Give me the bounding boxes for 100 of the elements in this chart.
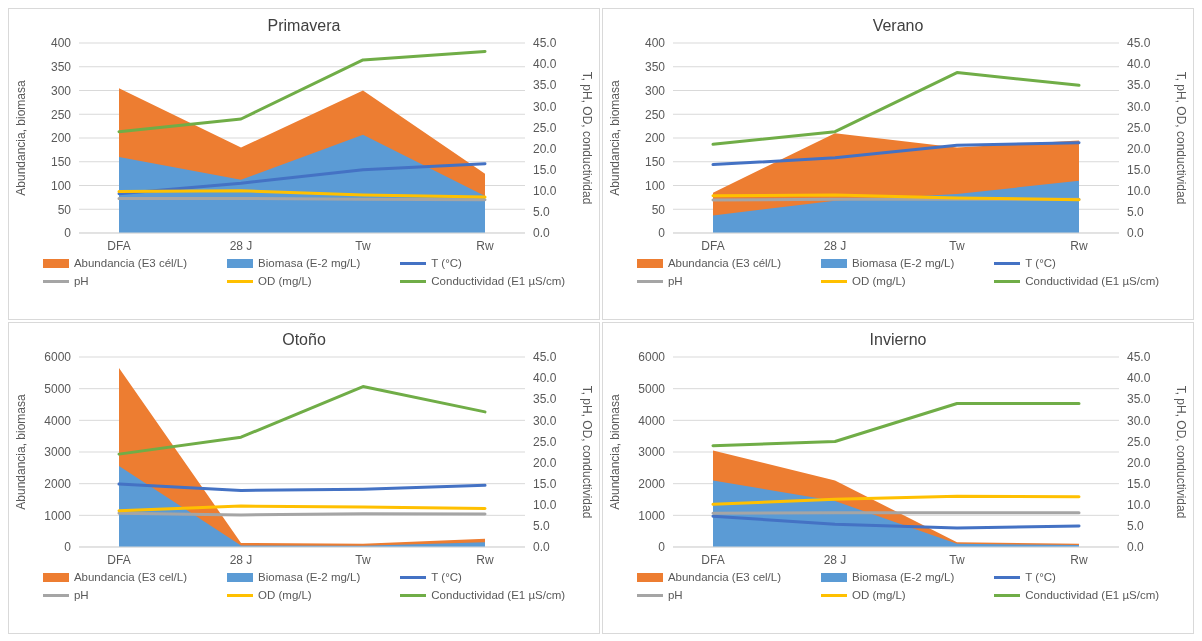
y-axis-title: Abundancia, biomasa [14, 393, 29, 510]
line-series [711, 71, 1081, 146]
y2-tick-label: 25.0 [533, 120, 557, 135]
x-tick-label: DFA [701, 238, 725, 253]
y-tick-label: 6000 [638, 350, 666, 365]
y2-tick-label: 5.0 [533, 205, 551, 220]
y-tick-label: 50 [57, 202, 72, 217]
y-tick-label: 250 [50, 107, 72, 122]
x-tick-label: Tw [355, 238, 371, 253]
legend-label: pH [73, 589, 89, 601]
legend-label: Biomasa (E-2 mg/L) [258, 257, 361, 269]
line-series [117, 385, 487, 456]
y-tick-label: 300 [50, 83, 72, 98]
y2-tick-label: 40.0 [533, 57, 557, 72]
legend-label: Abundancia (E3 cel/L) [667, 571, 782, 583]
legend-label: Biomasa (E-2 mg/L) [258, 571, 361, 583]
y2-tick-label: 40.0 [1127, 371, 1151, 386]
y2-tick-label: 25.0 [1127, 120, 1151, 135]
legend-label: OD (mg/L) [852, 275, 906, 287]
y2-axis-title: T, pH, OD, conductividad [1173, 71, 1188, 205]
x-tick-label: DFA [701, 552, 725, 567]
x-tick-label: 28 J [229, 238, 253, 253]
y-tick-label: 250 [644, 107, 666, 122]
y-tick-label: 100 [644, 178, 666, 193]
y2-tick-label: 0.0 [1127, 540, 1145, 555]
y2-axis-title: T, pH, OD, conductividad [1173, 385, 1188, 519]
y-tick-label: 350 [644, 60, 666, 75]
chart-title: Verano [871, 16, 925, 35]
y2-tick-label: 0.0 [1127, 226, 1145, 241]
y2-tick-label: 45.0 [1127, 350, 1151, 365]
y2-tick-label: 30.0 [1127, 413, 1151, 428]
y2-tick-label: 35.0 [1127, 392, 1151, 407]
y2-tick-label: 20.0 [533, 141, 557, 156]
legend-label: pH [73, 275, 89, 287]
y-tick-label: 6000 [44, 350, 72, 365]
y2-tick-label: 25.0 [533, 434, 557, 449]
y-tick-label: 400 [50, 36, 72, 51]
line-series [117, 482, 487, 492]
legend-label: T (°C) [1025, 257, 1056, 269]
y-tick-label: 200 [644, 131, 666, 146]
legend-label: Conductividad (E1 µS/cm) [431, 589, 566, 601]
line-series [117, 49, 487, 134]
legend-label: Abundancia (E3 cel/L) [73, 571, 188, 583]
line-series [711, 141, 1081, 167]
line-series [117, 189, 487, 199]
y2-tick-label: 40.0 [533, 371, 557, 386]
y2-tick-label: 20.0 [1127, 455, 1151, 470]
y2-tick-label: 30.0 [533, 99, 557, 114]
y-tick-label: 0 [64, 540, 72, 555]
y-tick-label: 0 [64, 226, 72, 241]
legend-label: Biomasa (E-2 mg/L) [852, 571, 955, 583]
x-tick-label: DFA [107, 552, 131, 567]
legend-label: pH [667, 275, 683, 287]
y2-tick-label: 45.0 [533, 350, 557, 365]
y2-tick-label: 35.0 [533, 78, 557, 93]
chart-title: Otoño [281, 330, 327, 349]
legend-label: Conductividad (E1 µS/cm) [431, 275, 566, 287]
y2-tick-label: 0.0 [533, 540, 551, 555]
x-tick-label: Rw [476, 238, 494, 253]
legend-label: Conductividad (E1 µS/cm) [1025, 589, 1160, 601]
legend-label: Conductividad (E1 µS/cm) [1025, 275, 1160, 287]
x-tick-label: Tw [949, 238, 965, 253]
legend-label: T (°C) [431, 257, 462, 269]
y-tick-label: 0 [658, 226, 666, 241]
y2-tick-label: 15.0 [1127, 476, 1151, 491]
x-tick-label: 28 J [823, 238, 847, 253]
y2-tick-label: 10.0 [533, 498, 557, 513]
y2-tick-label: 30.0 [533, 413, 557, 428]
legend-label: OD (mg/L) [852, 589, 906, 601]
x-tick-label: Rw [1070, 238, 1088, 253]
y-tick-label: 5000 [44, 381, 72, 396]
chart-title: Primavera [266, 16, 342, 35]
x-tick-label: Rw [1070, 552, 1088, 567]
x-tick-label: Tw [355, 552, 371, 567]
y-tick-label: 350 [50, 60, 72, 75]
y-tick-label: 300 [644, 83, 666, 98]
y2-tick-label: 40.0 [1127, 57, 1151, 72]
chart-title: Invierno [868, 330, 928, 349]
y2-tick-label: 0.0 [533, 226, 551, 241]
y2-tick-label: 5.0 [533, 519, 551, 534]
y2-tick-label: 35.0 [1127, 78, 1151, 93]
legend-label: Abundancia (E3 cél/L) [73, 257, 188, 269]
y2-tick-label: 10.0 [1127, 498, 1151, 513]
line-series [711, 514, 1081, 530]
y-axis-title: Abundancia, biomasa [608, 79, 623, 196]
y-tick-label: 150 [50, 155, 72, 170]
line-series [117, 162, 487, 196]
legend-label: Biomasa (E-2 mg/L) [852, 257, 955, 269]
y2-tick-label: 15.0 [1127, 162, 1151, 177]
y-tick-label: 50 [651, 202, 666, 217]
y-tick-label: 150 [644, 155, 666, 170]
y-tick-label: 1000 [638, 508, 666, 523]
y-axis-title: Abundancia, biomasa [14, 79, 29, 196]
y2-tick-label: 45.0 [1127, 36, 1151, 51]
y2-tick-label: 10.0 [1127, 184, 1151, 199]
y2-tick-label: 5.0 [1127, 205, 1145, 220]
y2-tick-label: 30.0 [1127, 99, 1151, 114]
y-tick-label: 3000 [638, 445, 666, 460]
y2-tick-label: 10.0 [533, 184, 557, 199]
y-axis-title: Abundancia, biomasa [608, 393, 623, 510]
